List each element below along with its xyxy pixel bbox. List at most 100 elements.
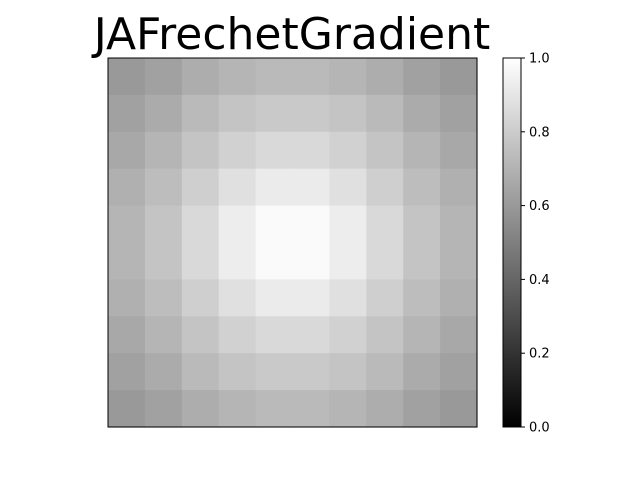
heatmap-cell (292, 316, 330, 354)
colorbar-tick-label: 1.0 (529, 52, 550, 67)
heatmap-cell (108, 242, 146, 280)
heatmap-cell (255, 242, 294, 280)
heatmap-cell (366, 94, 404, 133)
heatmap-cell (403, 242, 441, 280)
heatmap-cell (181, 168, 220, 207)
heatmap-cell (218, 353, 257, 391)
heatmap-cell (181, 131, 220, 170)
heatmap-cell (366, 279, 404, 317)
heatmap-cell (329, 390, 367, 428)
colorbar (502, 57, 522, 428)
colorbar-tick-label: 0.4 (529, 273, 550, 288)
heatmap-cell (403, 205, 441, 244)
colorbar-tick-label: 0.2 (529, 347, 550, 362)
heatmap-cell (292, 168, 330, 207)
heatmap-cell (181, 353, 220, 391)
heatmap-cell (292, 279, 330, 317)
heatmap-cell (255, 131, 294, 170)
heatmap-cell (144, 168, 183, 207)
heatmap-cell (108, 168, 146, 207)
heatmap-cell (440, 316, 478, 354)
heatmap-cell (255, 168, 294, 207)
heatmap-cell (292, 58, 330, 96)
heatmap-cell (255, 353, 294, 391)
colorbar-tick-label: 0.6 (529, 199, 550, 214)
heatmap-cell (108, 94, 146, 133)
heatmap-cell (255, 58, 294, 96)
heatmap-cell (255, 94, 294, 133)
heatmap-cell (440, 279, 478, 317)
heatmap-cell (366, 353, 404, 391)
heatmap-cell (144, 242, 183, 280)
heatmap-cell (144, 390, 183, 428)
heatmap-cell (181, 390, 220, 428)
heatmap-cell (292, 390, 330, 428)
heatmap-cell (440, 353, 478, 391)
heatmap-cell (329, 279, 367, 317)
heatmap-cell (218, 205, 257, 244)
heatmap-cell (108, 205, 146, 244)
heatmap-cell (329, 58, 367, 96)
heatmap-cell (181, 94, 220, 133)
heatmap-cell (144, 353, 183, 391)
heatmap-cell (108, 58, 146, 96)
heatmap-cell (144, 205, 183, 244)
heatmap-cell (144, 279, 183, 317)
heatmap-cell (366, 390, 404, 428)
heatmap-cell (440, 58, 478, 96)
heatmap-cell (329, 205, 367, 244)
heatmap-cell (218, 279, 257, 317)
heatmap-cell (403, 94, 441, 133)
heatmap-cell (403, 279, 441, 317)
heatmap-cell (366, 58, 404, 96)
heatmap-cell (255, 390, 294, 428)
chart-title: JAFrechetGradient (91, 9, 491, 60)
heatmap-frame (107, 57, 478, 428)
heatmap-cell (181, 205, 220, 244)
heatmap-cell (292, 94, 330, 133)
heatmap-cell (218, 242, 257, 280)
heatmap-cell (403, 353, 441, 391)
heatmap-grid (108, 58, 478, 428)
heatmap-cell (218, 94, 257, 133)
heatmap-cell (218, 58, 257, 96)
colorbar-tick-label: 0.0 (529, 421, 550, 436)
heatmap-cell (218, 168, 257, 207)
heatmap-cell (329, 353, 367, 391)
colorbar-axis: 0.0 0.2 0.4 0.6 0.8 1.0 (521, 52, 550, 436)
heatmap-cell (403, 390, 441, 428)
heatmap-cell (218, 131, 257, 170)
heatmap-cell (181, 58, 220, 96)
heatmap-cell (144, 316, 183, 354)
heatmap-cell (329, 316, 367, 354)
heatmap-cell (292, 131, 330, 170)
heatmap-cell (144, 58, 183, 96)
heatmap-cell (440, 242, 478, 280)
heatmap-cell (440, 94, 478, 133)
heatmap-cell (292, 205, 330, 244)
heatmap-cell (108, 279, 146, 317)
heatmap-cell (108, 390, 146, 428)
heatmap-cell (329, 131, 367, 170)
heatmap-cell (329, 168, 367, 207)
heatmap-cell (292, 353, 330, 391)
heatmap-cell (218, 390, 257, 428)
heatmap-cell (440, 168, 478, 207)
colorbar-tick-label: 0.8 (529, 125, 550, 140)
heatmap-cell (181, 316, 220, 354)
heatmap-cell (440, 131, 478, 170)
heatmap-cell (108, 131, 146, 170)
heatmap-cell (144, 131, 183, 170)
heatmap-cell (255, 279, 294, 317)
heatmap-cell (403, 168, 441, 207)
heatmap-cell (181, 279, 220, 317)
heatmap-cell (255, 205, 294, 244)
heatmap-cell (218, 316, 257, 354)
heatmap-cell (440, 390, 478, 428)
heatmap-cell (329, 94, 367, 133)
heatmap-cell (366, 316, 404, 354)
heatmap-cell (181, 242, 220, 280)
heatmap-cell (108, 316, 146, 354)
heatmap-cell (144, 94, 183, 133)
